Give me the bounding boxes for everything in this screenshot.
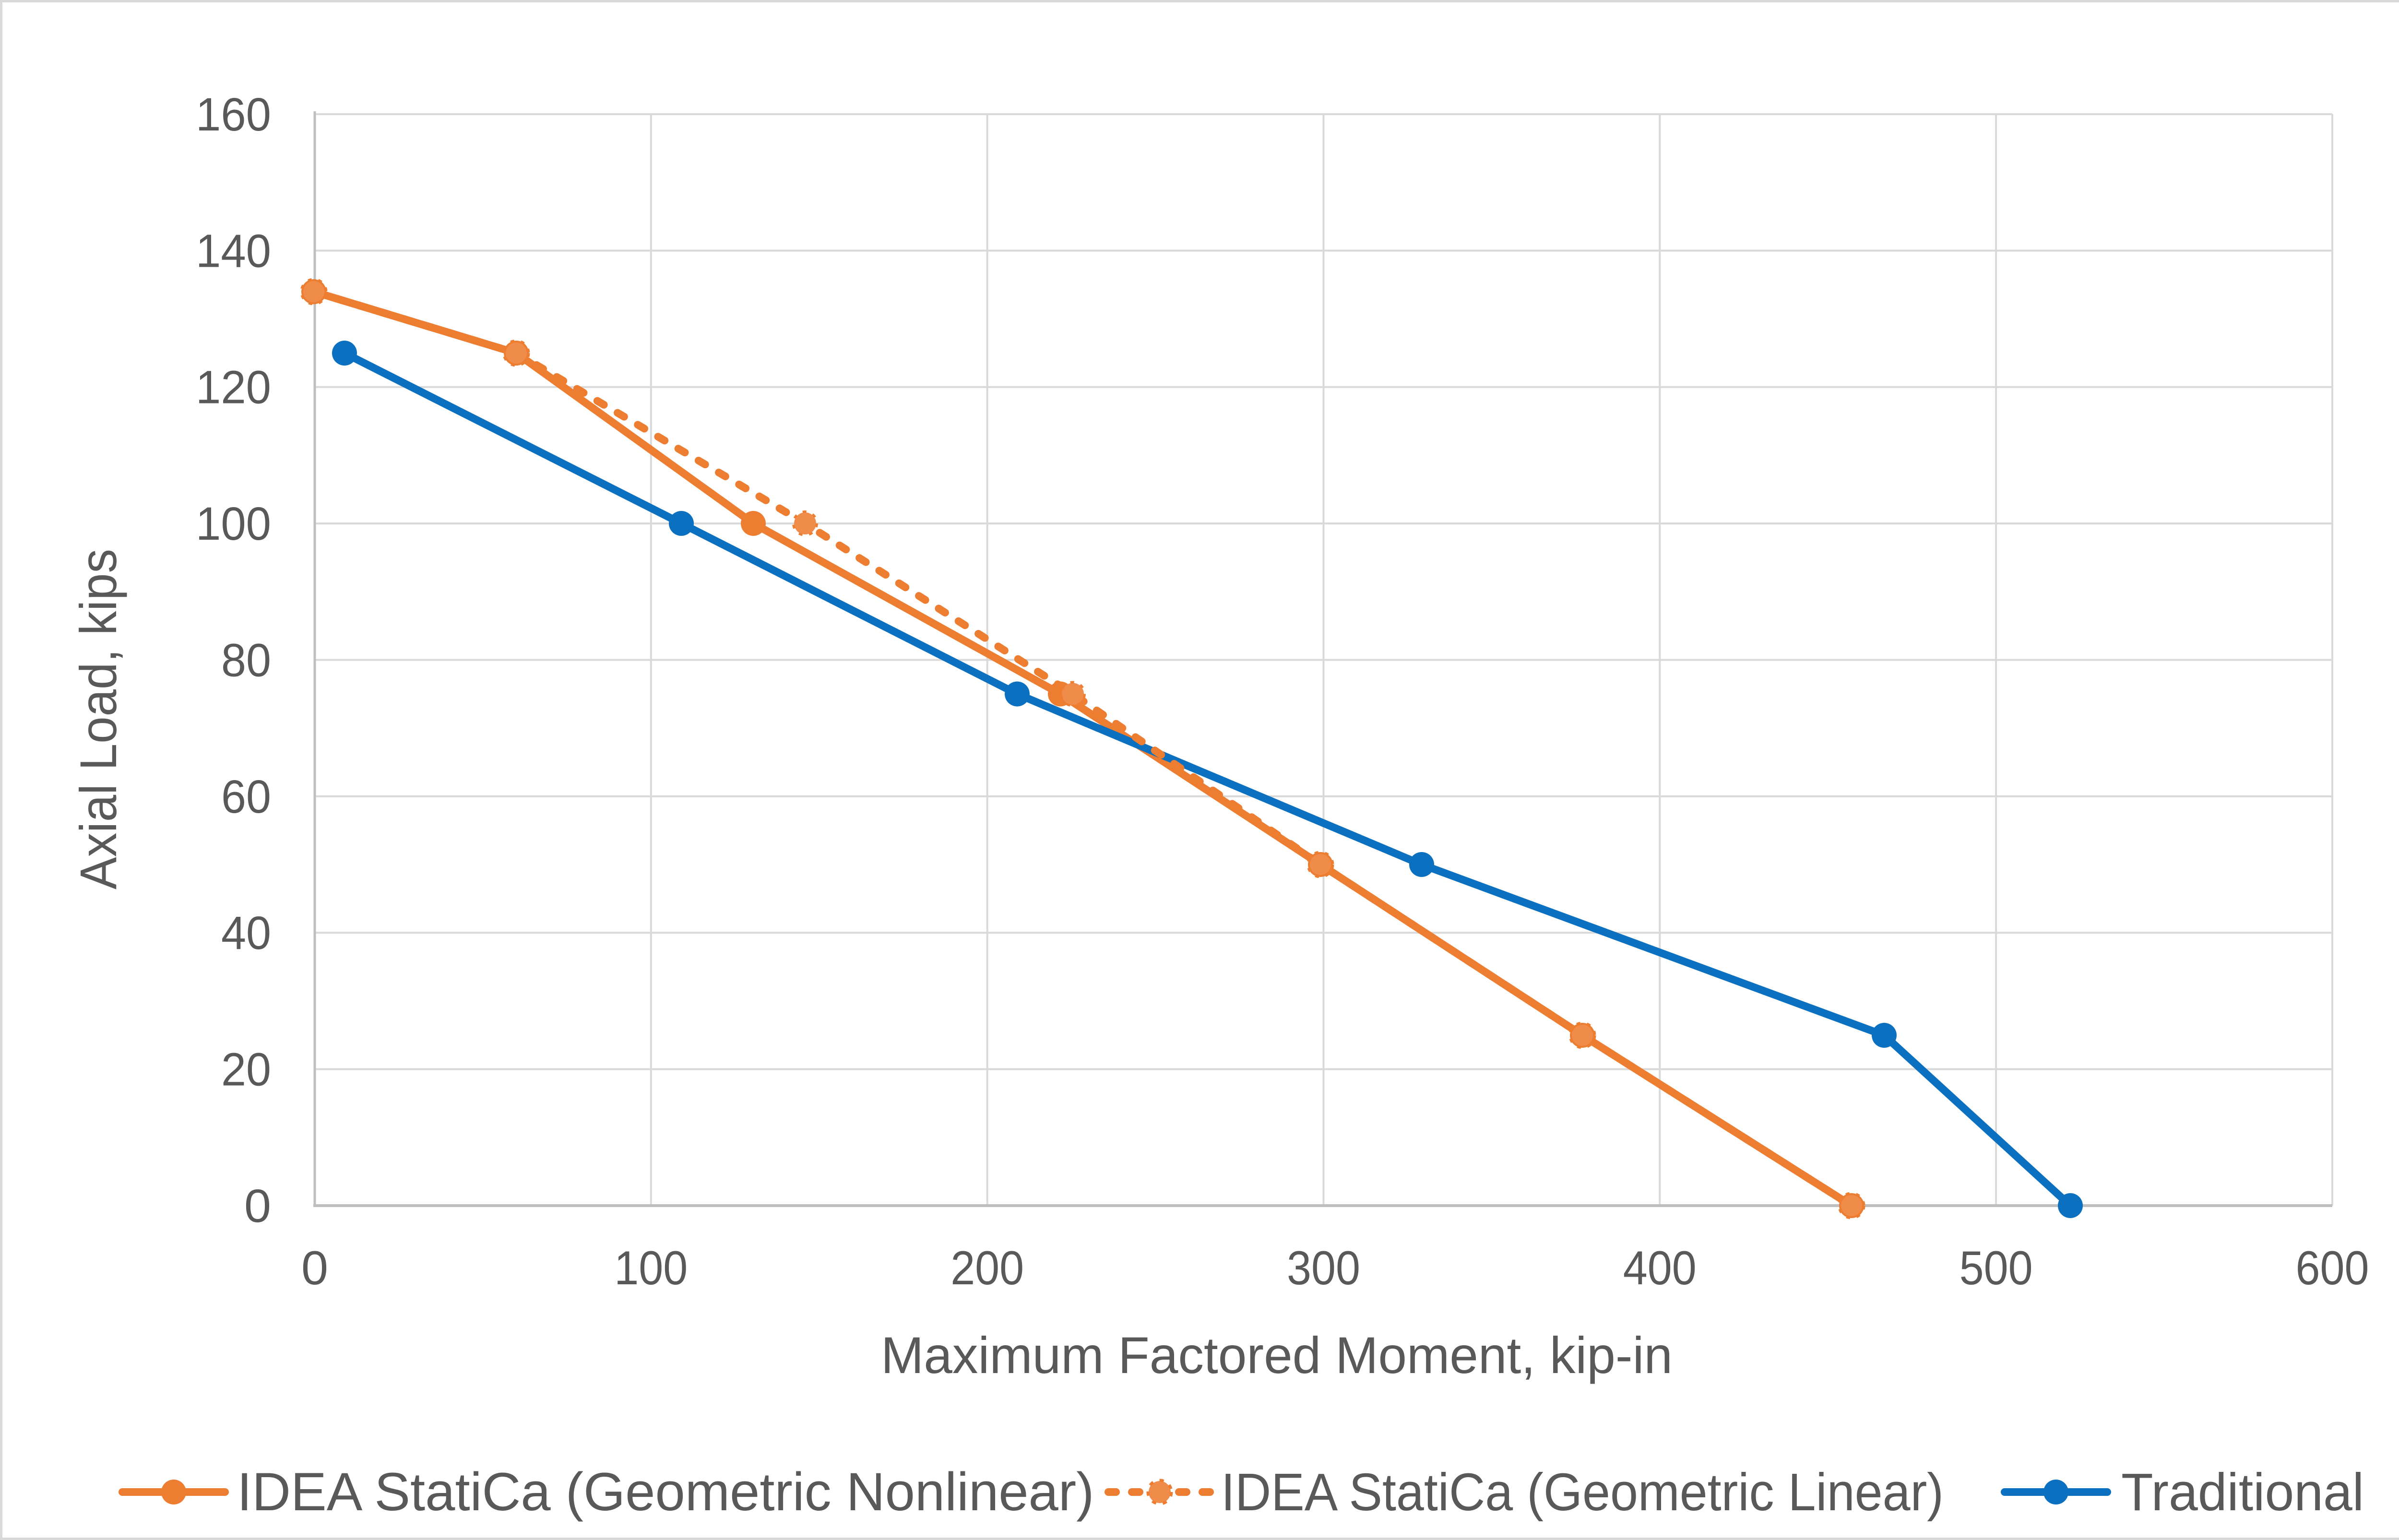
svg-text:120: 120 xyxy=(196,361,271,414)
svg-text:300: 300 xyxy=(1287,1241,1360,1294)
svg-text:IDEA StatiCa (Geometric Linear: IDEA StatiCa (Geometric Linear) xyxy=(1221,1463,1944,1522)
svg-text:400: 400 xyxy=(1623,1241,1697,1294)
svg-text:500: 500 xyxy=(1960,1241,2033,1294)
svg-text:80: 80 xyxy=(221,634,271,687)
svg-text:0: 0 xyxy=(301,1241,328,1294)
svg-text:60: 60 xyxy=(221,770,271,823)
svg-text:100: 100 xyxy=(196,498,271,550)
svg-text:IDEA StatiCa (Geometric Nonlin: IDEA StatiCa (Geometric Nonlinear) xyxy=(237,1462,1094,1522)
svg-text:Axial Load, kips: Axial Load, kips xyxy=(69,549,127,889)
svg-text:40: 40 xyxy=(221,907,271,959)
svg-text:200: 200 xyxy=(950,1241,1024,1294)
svg-text:600: 600 xyxy=(2296,1241,2369,1294)
svg-text:Maximum Factored Moment, kip-i: Maximum Factored Moment, kip-in xyxy=(881,1326,1673,1384)
svg-text:160: 160 xyxy=(196,88,271,141)
svg-text:140: 140 xyxy=(196,225,271,277)
svg-text:20: 20 xyxy=(221,1043,271,1096)
svg-text:Traditional: Traditional xyxy=(2121,1463,2364,1522)
svg-text:100: 100 xyxy=(614,1241,688,1294)
svg-text:0: 0 xyxy=(244,1180,271,1232)
